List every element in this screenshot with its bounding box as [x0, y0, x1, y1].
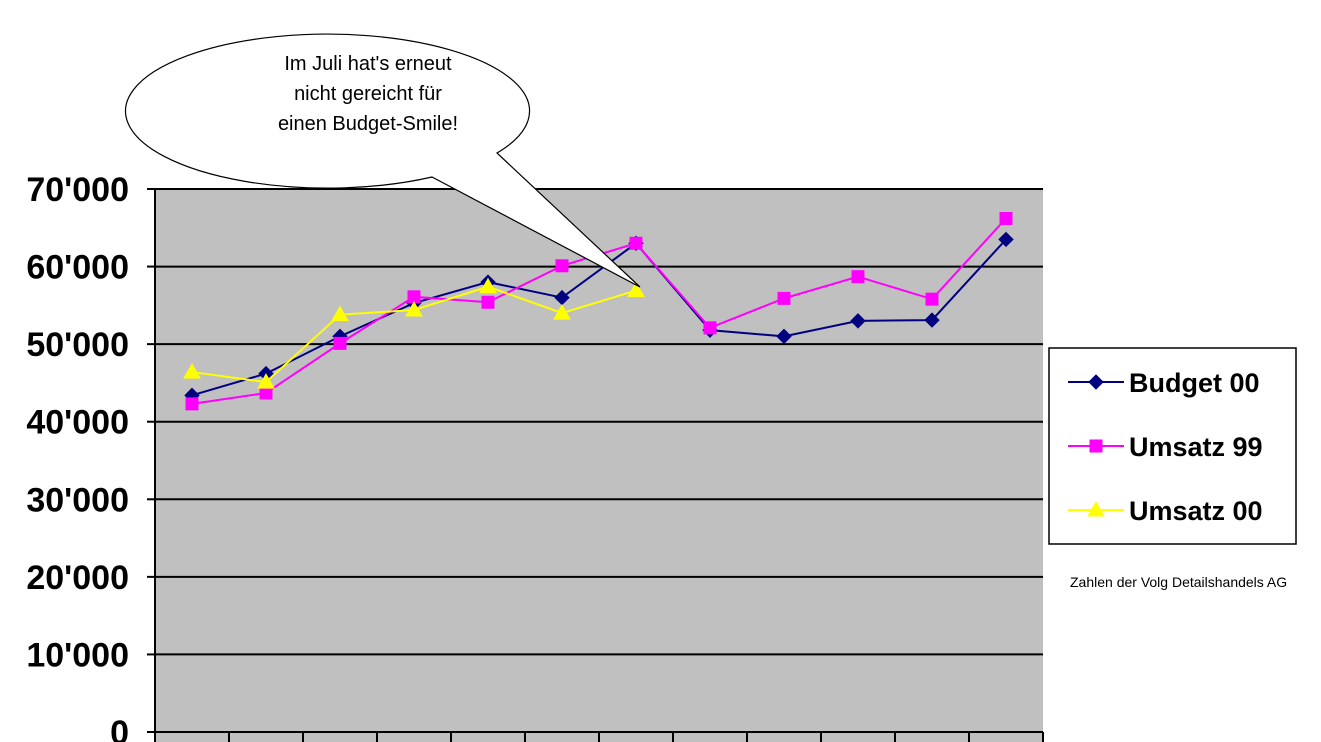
callout-line-2: nicht gereicht für — [294, 83, 442, 105]
callout-line-3: einen Budget-Smile! — [278, 113, 458, 135]
series-1-point-4 — [481, 295, 495, 309]
legend-marker-0 — [1088, 374, 1104, 390]
legend-item-2: Umsatz 00 — [1068, 496, 1263, 526]
series-2-point-0 — [183, 363, 201, 379]
series-1-point-8 — [777, 291, 791, 305]
legend-item-0: Budget 00 — [1068, 368, 1260, 398]
y-axis: 0 10'000 20'000 30'000 40'000 50'000 60'000 70'… — [26, 171, 156, 742]
callout-shape — [124, 33, 641, 288]
x-axis-ticks — [154, 732, 1044, 742]
series-0-point-11 — [998, 231, 1014, 248]
series-1-point-0 — [185, 397, 199, 411]
series-line-0 — [191, 238, 1007, 397]
series-2 — [183, 277, 645, 389]
series-1-point-11 — [999, 211, 1013, 225]
y-tick-label-0: 0 — [110, 714, 129, 742]
legend-label-1: Umsatz 99 — [1129, 432, 1263, 462]
series-1-point-5 — [555, 259, 569, 273]
series-2-point-1 — [257, 373, 275, 389]
source-note: Zahlen der Volg Detailshandels AG — [1070, 574, 1287, 590]
series-1-point-2 — [333, 336, 347, 350]
callout-bubble: Im Juli hat's erneut nicht gereicht für … — [124, 33, 641, 288]
series-2-point-4 — [479, 277, 497, 294]
y-tick-label-5: 50'000 — [26, 326, 129, 364]
y-tick-label-3: 30'000 — [26, 481, 129, 519]
callout-line-1: Im Juli hat's erneut — [284, 53, 452, 75]
legend-marker-1 — [1089, 439, 1103, 453]
series-1-point-1 — [259, 386, 273, 400]
y-tick-label-6: 60'000 — [26, 249, 129, 287]
series-1-point-9 — [851, 270, 865, 284]
y-tick-label-1: 10'000 — [26, 636, 129, 674]
series-1-point-7 — [703, 321, 717, 335]
y-tick-label-7: 70'000 — [26, 171, 129, 209]
y-tick-label-2: 20'000 — [26, 559, 129, 597]
series-0-point-8 — [776, 328, 792, 345]
series-layer — [183, 211, 1014, 411]
series-2-point-6 — [627, 281, 645, 298]
series-1-point-6 — [629, 236, 643, 250]
series-2-point-3 — [405, 301, 423, 317]
series-1-point-10 — [925, 292, 939, 306]
legend: Budget 00 Umsatz 99 Umsatz 00 — [1048, 347, 1297, 545]
legend-marker-2 — [1087, 500, 1105, 517]
legend-item-1: Umsatz 99 — [1068, 432, 1263, 462]
y-tick-label-4: 40'000 — [26, 404, 129, 442]
gridlines — [155, 188, 1043, 733]
series-0-point-9 — [850, 313, 866, 329]
legend-label-2: Umsatz 00 — [1129, 496, 1263, 526]
series-2-point-5 — [553, 304, 571, 320]
legend-label-0: Budget 00 — [1129, 368, 1260, 398]
plot-area — [155, 189, 1043, 742]
series-2-point-2 — [331, 305, 349, 322]
series-0-point-10 — [924, 312, 940, 328]
